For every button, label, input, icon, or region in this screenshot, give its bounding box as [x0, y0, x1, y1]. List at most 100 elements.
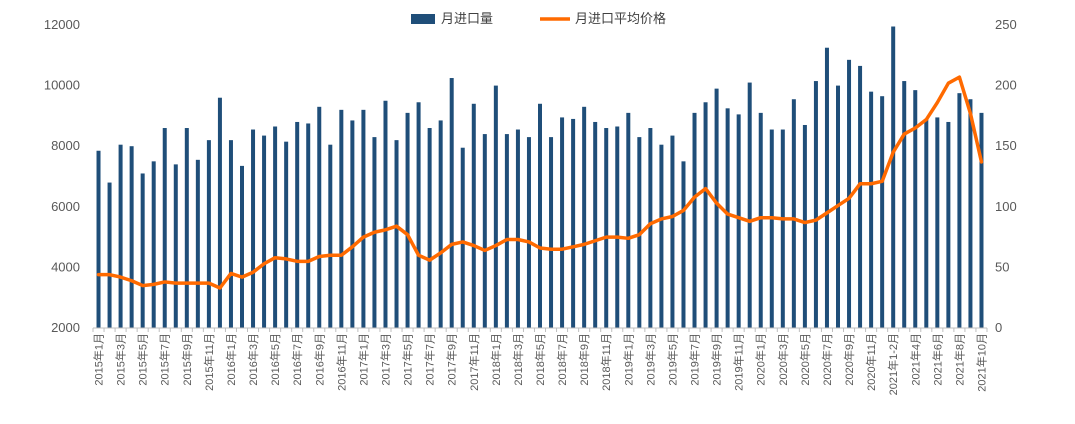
price-point-39 [527, 240, 531, 244]
bar-51 [659, 144, 664, 328]
bar-18 [295, 121, 300, 329]
bar-3 [129, 146, 134, 328]
bar-32 [449, 78, 454, 328]
bar-40 [538, 103, 542, 328]
bar-61 [769, 129, 774, 328]
bar-6 [162, 128, 167, 328]
x-tick-label: 2017年5月 [401, 333, 415, 386]
bar-68 [847, 59, 852, 329]
x-tick-label: 2020年11月 [864, 333, 878, 391]
right-axis-tick-label: 250 [995, 17, 1017, 32]
bar-37 [504, 134, 509, 328]
x-tick-label: 2019年3月 [643, 333, 657, 386]
bar-73 [902, 81, 907, 328]
price-point-6 [163, 280, 166, 284]
price-point-4 [141, 284, 144, 287]
bar-63 [791, 99, 796, 328]
price-point-11 [218, 286, 222, 290]
price-point-79 [969, 112, 972, 115]
price-point-63 [792, 217, 796, 221]
x-tick-label: 2015年11月 [202, 333, 216, 391]
x-tick-label: 2020年3月 [776, 333, 790, 386]
right-axis-tick-label: 200 [995, 78, 1017, 93]
price-point-22 [340, 254, 343, 257]
bar-66 [824, 47, 829, 328]
price-point-65 [814, 218, 818, 222]
price-point-47 [616, 235, 619, 239]
price-point-32 [450, 243, 453, 246]
bar-27 [394, 140, 399, 328]
bar-65 [813, 81, 818, 328]
price-point-41 [549, 248, 553, 251]
bar-28 [405, 112, 410, 329]
bar-78 [957, 93, 962, 328]
bar-39 [526, 137, 531, 328]
x-tick-label: 2021年4月 [908, 333, 922, 386]
x-tick-label: 2019年7月 [688, 333, 702, 386]
price-point-21 [329, 254, 332, 257]
bar-7 [173, 164, 178, 328]
x-tick-label: 2020年1月 [754, 333, 768, 386]
x-tick-label: 2018年7月 [555, 333, 569, 386]
bar-59 [747, 82, 752, 328]
price-point-77 [947, 81, 950, 85]
bar-52 [670, 135, 675, 328]
price-point-25 [373, 231, 376, 234]
price-point-55 [704, 187, 707, 190]
price-point-16 [273, 256, 277, 259]
price-point-62 [781, 217, 785, 221]
bar-series [96, 26, 984, 329]
x-tick-label: 2016年5月 [268, 333, 282, 386]
price-point-3 [130, 279, 133, 282]
price-point-76 [936, 101, 939, 104]
price-point-19 [307, 260, 310, 263]
bar-58 [736, 114, 741, 328]
x-tick-label: 2017年3月 [378, 333, 392, 386]
x-tick-label: 2015年3月 [114, 333, 128, 386]
price-point-64 [803, 221, 807, 224]
x-tick-label: 2016年7月 [290, 333, 304, 386]
bar-42 [560, 117, 565, 328]
bar-2 [118, 144, 123, 328]
bar-15 [262, 135, 267, 328]
price-point-52 [671, 215, 674, 218]
price-point-72 [891, 151, 895, 154]
price-point-28 [406, 233, 409, 236]
price-point-31 [439, 251, 442, 255]
price-point-0 [97, 273, 100, 276]
x-tick-label: 2019年5月 [665, 333, 679, 386]
bar-38 [515, 129, 520, 328]
x-tick-label: 2020年7月 [820, 333, 834, 386]
bar-13 [240, 165, 244, 328]
bar-31 [438, 120, 443, 328]
price-point-30 [428, 258, 431, 262]
bar-64 [802, 124, 807, 329]
price-point-33 [461, 240, 464, 244]
bar-8 [184, 128, 189, 328]
x-tick-label: 2019年11月 [732, 333, 746, 391]
price-point-24 [362, 235, 365, 239]
x-tick-label: 2016年3月 [246, 333, 260, 386]
price-point-35 [483, 249, 487, 252]
price-point-37 [505, 238, 509, 241]
bar-9 [195, 159, 200, 328]
bar-71 [880, 96, 885, 328]
bar-29 [416, 102, 421, 329]
price-point-49 [638, 233, 641, 236]
x-tick-label: 2015年5月 [136, 333, 150, 386]
x-tick-label: 2015年9月 [180, 333, 194, 386]
bar-5 [151, 161, 156, 328]
left-axis-tick-label: 12000 [44, 17, 80, 32]
x-tick-label: 2021年6月 [930, 333, 944, 386]
left-axis-tick-label: 10000 [44, 78, 80, 93]
price-point-44 [582, 243, 586, 246]
line-series-layer [96, 75, 984, 290]
x-tick-label: 2018年9月 [577, 333, 591, 386]
price-point-18 [295, 260, 299, 263]
bar-74 [913, 90, 918, 328]
bar-12 [228, 140, 233, 328]
price-point-42 [560, 248, 564, 251]
bar-53 [681, 161, 686, 328]
price-point-26 [384, 228, 387, 232]
